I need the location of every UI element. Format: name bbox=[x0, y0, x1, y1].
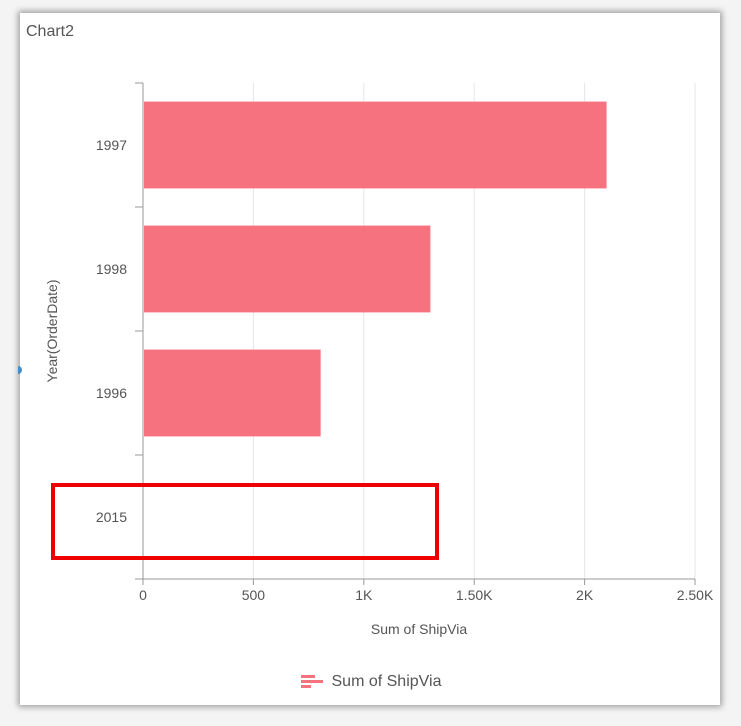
chart-title: Chart2 bbox=[26, 23, 75, 40]
grid-lines bbox=[252, 83, 696, 579]
chart-widget[interactable]: Chart2 0 500 1K 1.50K 2K 2.50K 1997 1998 1996 201… bbox=[20, 13, 720, 705]
legend-item[interactable]: Sum of ShipVia bbox=[299, 673, 442, 691]
y-tick-label: 1996 bbox=[96, 385, 127, 401]
x-tick-label: 0 bbox=[139, 587, 147, 603]
x-tick-label: 1.50K bbox=[456, 587, 493, 603]
legend[interactable]: Sum of ShipVia bbox=[20, 673, 720, 695]
bar-1997 bbox=[144, 101, 607, 189]
y-tick-label: 2015 bbox=[96, 509, 127, 525]
bars bbox=[144, 101, 607, 437]
x-tick-label: 1K bbox=[355, 587, 373, 603]
bar-chart: 0 500 1K 1.50K 2K 2.50K 1997 1998 1996 2015 Sum o… bbox=[44, 82, 714, 637]
horizontal-bar-icon bbox=[299, 674, 323, 690]
bar-1996 bbox=[144, 349, 321, 437]
highlight-box bbox=[51, 483, 439, 560]
axes: 0 500 1K 1.50K 2K 2.50K 1997 1998 1996 2015 bbox=[96, 82, 714, 603]
x-tick-label: 2.50K bbox=[677, 587, 714, 603]
y-tick-label: 1997 bbox=[96, 137, 127, 153]
x-tick-label: 2K bbox=[576, 587, 594, 603]
y-tick-label: 1998 bbox=[96, 261, 127, 277]
bar-1998 bbox=[144, 225, 431, 313]
resize-handle-icon[interactable] bbox=[18, 366, 22, 374]
y-axis-title: Year(OrderDate) bbox=[44, 280, 60, 383]
legend-label: Sum of ShipVia bbox=[331, 673, 442, 690]
x-tick-label: 500 bbox=[242, 587, 266, 603]
x-axis-title: Sum of ShipVia bbox=[371, 621, 467, 637]
